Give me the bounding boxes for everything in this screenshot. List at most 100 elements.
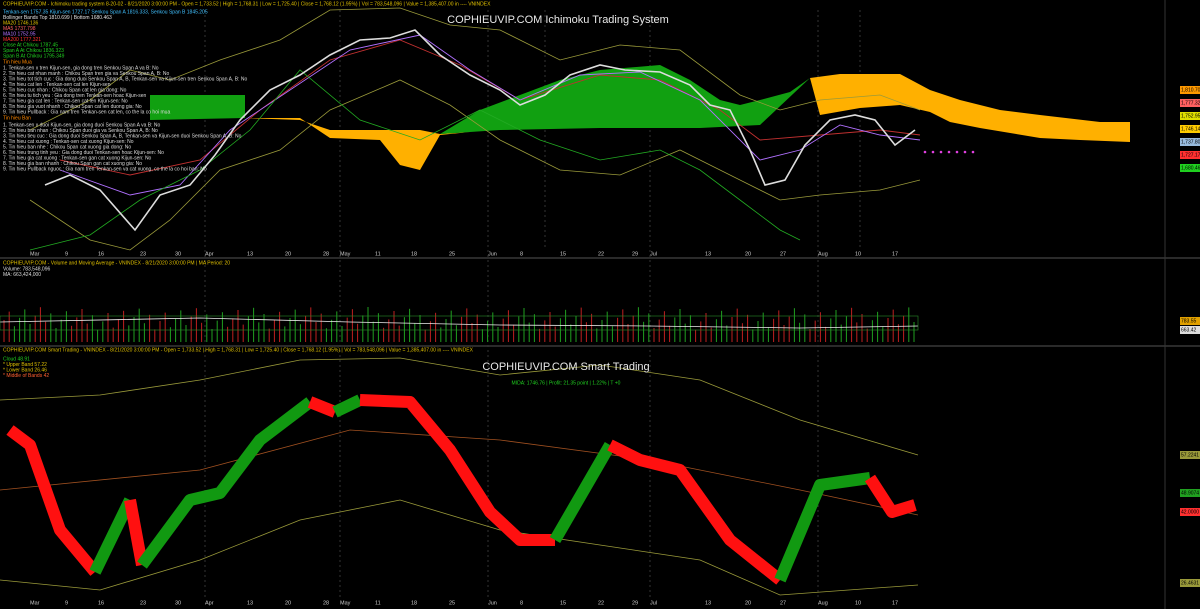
price-tag <box>1180 151 1200 159</box>
volume-info: MA: 663,424,000 <box>3 272 41 278</box>
date-label: Apr <box>205 600 214 606</box>
date-label: 25 <box>449 600 455 606</box>
price-tag <box>1180 489 1200 497</box>
indicator-line: Span B At Chikou 1795.349 <box>3 53 65 59</box>
cloud-orange <box>810 74 1130 142</box>
sell-signal: 9. Tin hieu Pullback nguoc : Gia nam tre… <box>3 166 207 172</box>
price-tag <box>1180 317 1200 325</box>
date-label: Mar <box>30 600 40 606</box>
volume-bars <box>3 307 915 342</box>
date-label: 20 <box>285 251 291 257</box>
buy-signal: 8. Tin hieu gia vuot nhanh : Chikou Span… <box>3 104 142 110</box>
date-label: 10 <box>855 251 861 257</box>
sell-signal: 8. Tin hieu gia ban nhanh : Chikou Span … <box>3 161 142 167</box>
date-label: 30 <box>175 251 181 257</box>
date-label: 27 <box>780 600 786 606</box>
cloud-green <box>440 65 810 134</box>
indicator-line: Close At Chikou 1787.45 <box>3 42 58 48</box>
indicator-line: MA10 1752.95 <box>3 31 36 37</box>
price-tag <box>1180 112 1200 120</box>
buy-signal: 4. Tin hieu cat len : Tenkan-sen cat len… <box>3 82 111 88</box>
oscillator <box>6 394 917 585</box>
date-label: 15 <box>560 251 566 257</box>
lower-band <box>0 499 919 596</box>
date-label: 20 <box>745 251 751 257</box>
price-tag <box>1180 99 1200 107</box>
sell-signal: 6. Tin hieu trung tinh yeu : Gia dong du… <box>3 150 164 156</box>
date-label: 13 <box>705 251 711 257</box>
price-label: 1,737.80 <box>1181 139 1200 145</box>
price-label: 1,777.32 <box>1181 100 1200 106</box>
upper-band <box>0 357 919 456</box>
date-label: Apr <box>205 251 214 257</box>
legend-line: * Middle of Bands 42 <box>3 373 49 379</box>
date-label: 13 <box>705 600 711 606</box>
date-label: 22 <box>598 600 604 606</box>
date-label: 11 <box>375 600 381 606</box>
buy-signal: 5. Tin hieu cuc nhan : Chikou Span cat l… <box>3 87 127 93</box>
price-label: 26.4631 <box>1181 580 1199 586</box>
date-label: 13 <box>247 251 253 257</box>
volume-info: Volume: 783,548,096 <box>3 266 50 272</box>
price-label: 1,727.17 <box>1181 152 1200 158</box>
bollinger-top <box>29 7 921 131</box>
date-label: 22 <box>598 251 604 257</box>
date-label: 23 <box>140 600 146 606</box>
date-label: 10 <box>855 600 861 606</box>
date-label: 17 <box>892 251 898 257</box>
price-tag <box>1180 86 1200 94</box>
price-tag <box>1180 326 1200 334</box>
date-label: Aug <box>818 251 828 257</box>
legend-line: * Upper Band 57.22 <box>3 362 47 368</box>
middle-band <box>0 429 919 516</box>
price-label: 1,680.46 <box>1181 165 1200 171</box>
date-label: 15 <box>560 600 566 606</box>
volume-ma <box>0 317 919 329</box>
date-label: May <box>340 600 351 606</box>
cloud-green <box>150 95 245 120</box>
buy-signal: 2. Tin hieu cat nhan manh : Chikou Span … <box>3 71 169 77</box>
legend-line: Cloud 48.91 <box>3 356 30 362</box>
status-line: MIDA: 1746.76 | Profit: 21.35 point | 1.… <box>512 380 621 386</box>
buy-signal: 3. Tin hieu tot tich cuc : Gia dong duoi… <box>3 76 247 82</box>
sell-signal: 1. Tenkan-sen x duoi Kijun-sen, gia dong… <box>3 122 160 128</box>
price-label: 48.9074 <box>1181 490 1199 496</box>
date-label: Jul <box>650 251 657 257</box>
price-label: 783.55 <box>1181 318 1197 324</box>
date-label: Jul <box>650 600 657 606</box>
indicator-line: MA200 1777.321 <box>3 37 41 43</box>
date-label: Jun <box>488 600 497 606</box>
date-label: 20 <box>745 600 751 606</box>
date-label: 13 <box>247 600 253 606</box>
date-label: 30 <box>175 600 181 606</box>
indicator-line: Bollinger Bands Top 1810.699 | Bottom 16… <box>3 15 112 21</box>
date-label: 29 <box>632 600 638 606</box>
date-label: 23 <box>140 251 146 257</box>
panel-header: COPHIEUVIP.COM - Ichimoku trading system… <box>3 1 491 7</box>
indicator-line: MA20 1746.136 <box>3 20 39 26</box>
future-dots <box>923 150 975 154</box>
price-tag <box>1180 164 1200 172</box>
indicator-line: MA5 1737.798 <box>3 26 36 32</box>
legend-line: * Lower Band 26.46 <box>3 367 47 373</box>
panel-header: COPHIEUVIP.COM Smart Trading - VNINDEX -… <box>3 347 474 353</box>
date-label: 16 <box>98 251 104 257</box>
buy-signal: 1. Tenkan-sen x tren Kijun-sen, gia dong… <box>3 65 159 71</box>
price-label: 1,752.95 <box>1181 113 1200 119</box>
panel-title: COPHIEUVIP.COM Smart Trading <box>482 361 649 373</box>
panel-header: COPHIEUVIP.COM - Volume and Moving Avera… <box>3 260 230 266</box>
sell-signal: 4. Tin hieu cat xuong : Tenkan-sen cat x… <box>3 139 134 145</box>
panel-title: COPHIEUVIP.COM Ichimoku Trading System <box>447 14 669 26</box>
price-label: 42.0000 <box>1181 509 1199 515</box>
cloud-orange <box>245 118 480 170</box>
volume-band <box>0 315 919 331</box>
date-label: 25 <box>449 251 455 257</box>
date-label: 27 <box>780 251 786 257</box>
price-tag <box>1180 125 1200 133</box>
date-label: 8 <box>520 600 523 606</box>
price-label: 1,810.70 <box>1181 87 1200 93</box>
date-label: 28 <box>323 251 329 257</box>
date-label: Jun <box>488 251 497 257</box>
sell-signal: 7. Tin hieu gia cat xuong : Tenkan-sen g… <box>3 155 152 161</box>
